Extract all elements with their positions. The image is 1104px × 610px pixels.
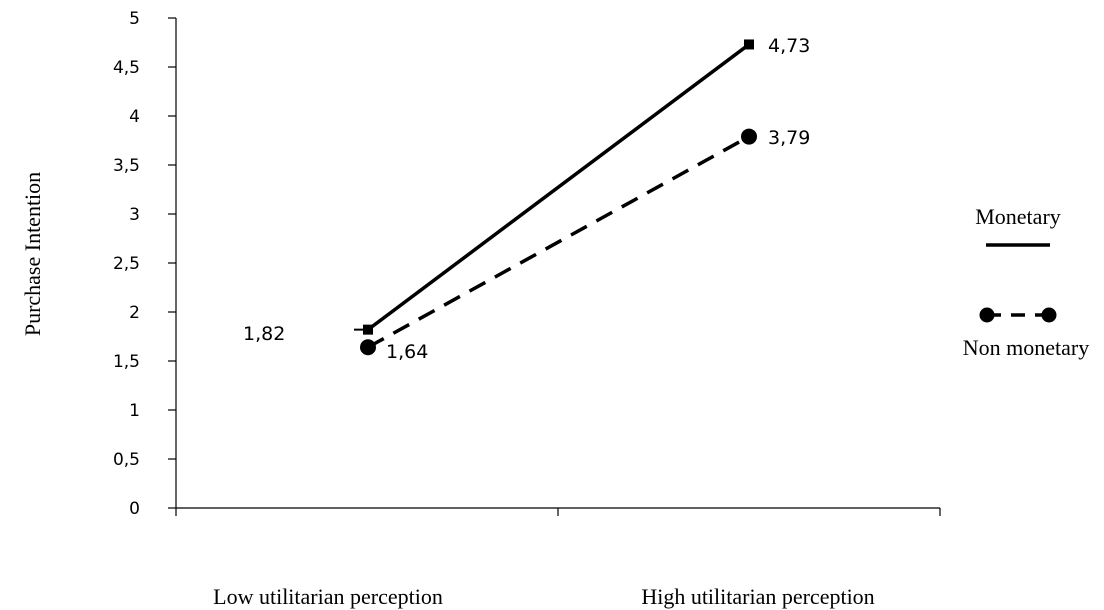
legend-swatch-non-monetary-marker [979, 307, 995, 323]
data-label-monetary-low: 1,82 [243, 323, 285, 345]
x-category-label-low: Low utilitarian perception [213, 584, 443, 609]
legend-swatch-non-monetary-marker [1041, 307, 1057, 323]
y-tick-label: 0 [129, 499, 140, 519]
y-axis-title: Purchase Intention [20, 172, 45, 336]
y-tick-label: 3,5 [113, 156, 140, 176]
series-layer [354, 39, 757, 356]
data-label-non-monetary-low: 1,64 [386, 341, 428, 363]
y-tick-label: 0,5 [113, 450, 140, 470]
point-marker-non-monetary [741, 128, 757, 145]
y-tick-label: 4,5 [113, 58, 140, 78]
x-category-label-high: High utilitarian perception [641, 584, 874, 609]
data-label-monetary-high: 4,73 [768, 35, 810, 57]
legend-label-monetary: Monetary [975, 204, 1061, 229]
y-tick-label: 2 [129, 303, 140, 323]
y-tick-label: 1 [129, 401, 140, 421]
legend-label-non-monetary: Non monetary [963, 335, 1089, 360]
data-label-non-monetary-high: 3,79 [768, 127, 810, 149]
legend: Monetary Non monetary [963, 204, 1089, 360]
y-tick-label: 5 [129, 9, 140, 29]
point-marker-non-monetary [360, 339, 376, 356]
y-tick-label: 4 [129, 107, 140, 127]
y-tick-label: 2,5 [113, 254, 140, 274]
series-line-monetary [366, 43, 751, 332]
point-marker-monetary [744, 39, 754, 50]
y-tick-label: 3 [129, 205, 140, 225]
y-axis-ticks: 0 0,5 1 1,5 2 2,5 3 3,5 4 4,5 5 [113, 9, 176, 519]
series-line-non-monetary [367, 135, 750, 349]
y-tick-label: 1,5 [113, 352, 140, 372]
legend-swatch-non-monetary [979, 307, 1057, 323]
